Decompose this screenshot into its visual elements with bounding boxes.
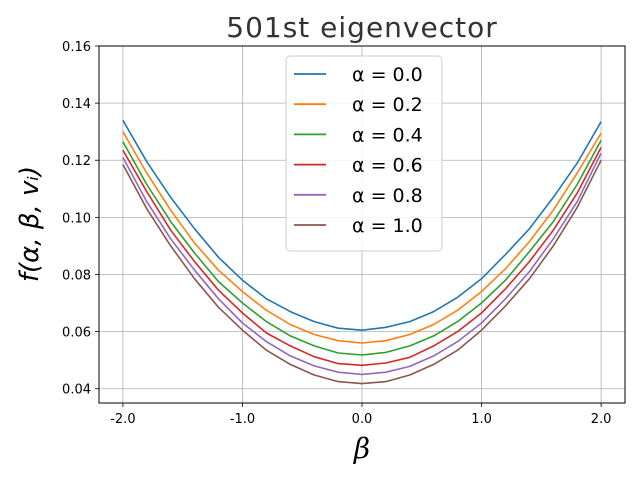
y-tick-label: 0.14 <box>62 97 91 112</box>
legend-label: α = 0.4 <box>352 124 423 146</box>
x-tick-label: 2.0 <box>591 412 612 427</box>
legend: α = 0.0 α = 0.2 α = 0.4 α = 0.6 α = 0.8 α = 1… <box>285 55 443 252</box>
y-tick-label: 0.06 <box>62 326 91 341</box>
y-tick-label: 0.04 <box>62 383 91 398</box>
legend-label: α = 1.0 <box>352 215 423 237</box>
legend-label: α = 0.6 <box>352 155 423 177</box>
y-tick-label: 0.16 <box>62 40 91 55</box>
x-tick-label: -2.0 <box>110 412 135 427</box>
series-line-4 <box>122 152 602 376</box>
legend-label: α = 0.2 <box>352 94 423 116</box>
x-tick-label: 1.0 <box>471 412 492 427</box>
legend-label: α = 0.0 <box>352 64 423 86</box>
series-line-5 <box>122 159 602 385</box>
series-lines <box>122 119 602 385</box>
series-line-3 <box>122 147 602 367</box>
x-axis-label: β <box>353 432 370 465</box>
series-line-0 <box>122 119 602 332</box>
axis-ticks: -2.0 -1.0 0.0 1.0 2.0 0.04 0.06 0.08 0.10 0.12 0.1… <box>62 40 611 427</box>
legend-label: α = 0.8 <box>352 185 423 207</box>
y-tick-label: 0.08 <box>62 268 91 283</box>
series-line-2 <box>122 139 602 356</box>
y-tick-label: 0.12 <box>62 154 91 169</box>
y-axis-label: f(α, β, vᵢ) <box>15 166 45 282</box>
x-tick-label: -1.0 <box>230 412 255 427</box>
chart-title: 501st eigenvector <box>226 11 497 44</box>
x-tick-label: 0.0 <box>352 412 373 427</box>
series-line-1 <box>122 131 602 344</box>
y-tick-label: 0.10 <box>62 211 91 226</box>
